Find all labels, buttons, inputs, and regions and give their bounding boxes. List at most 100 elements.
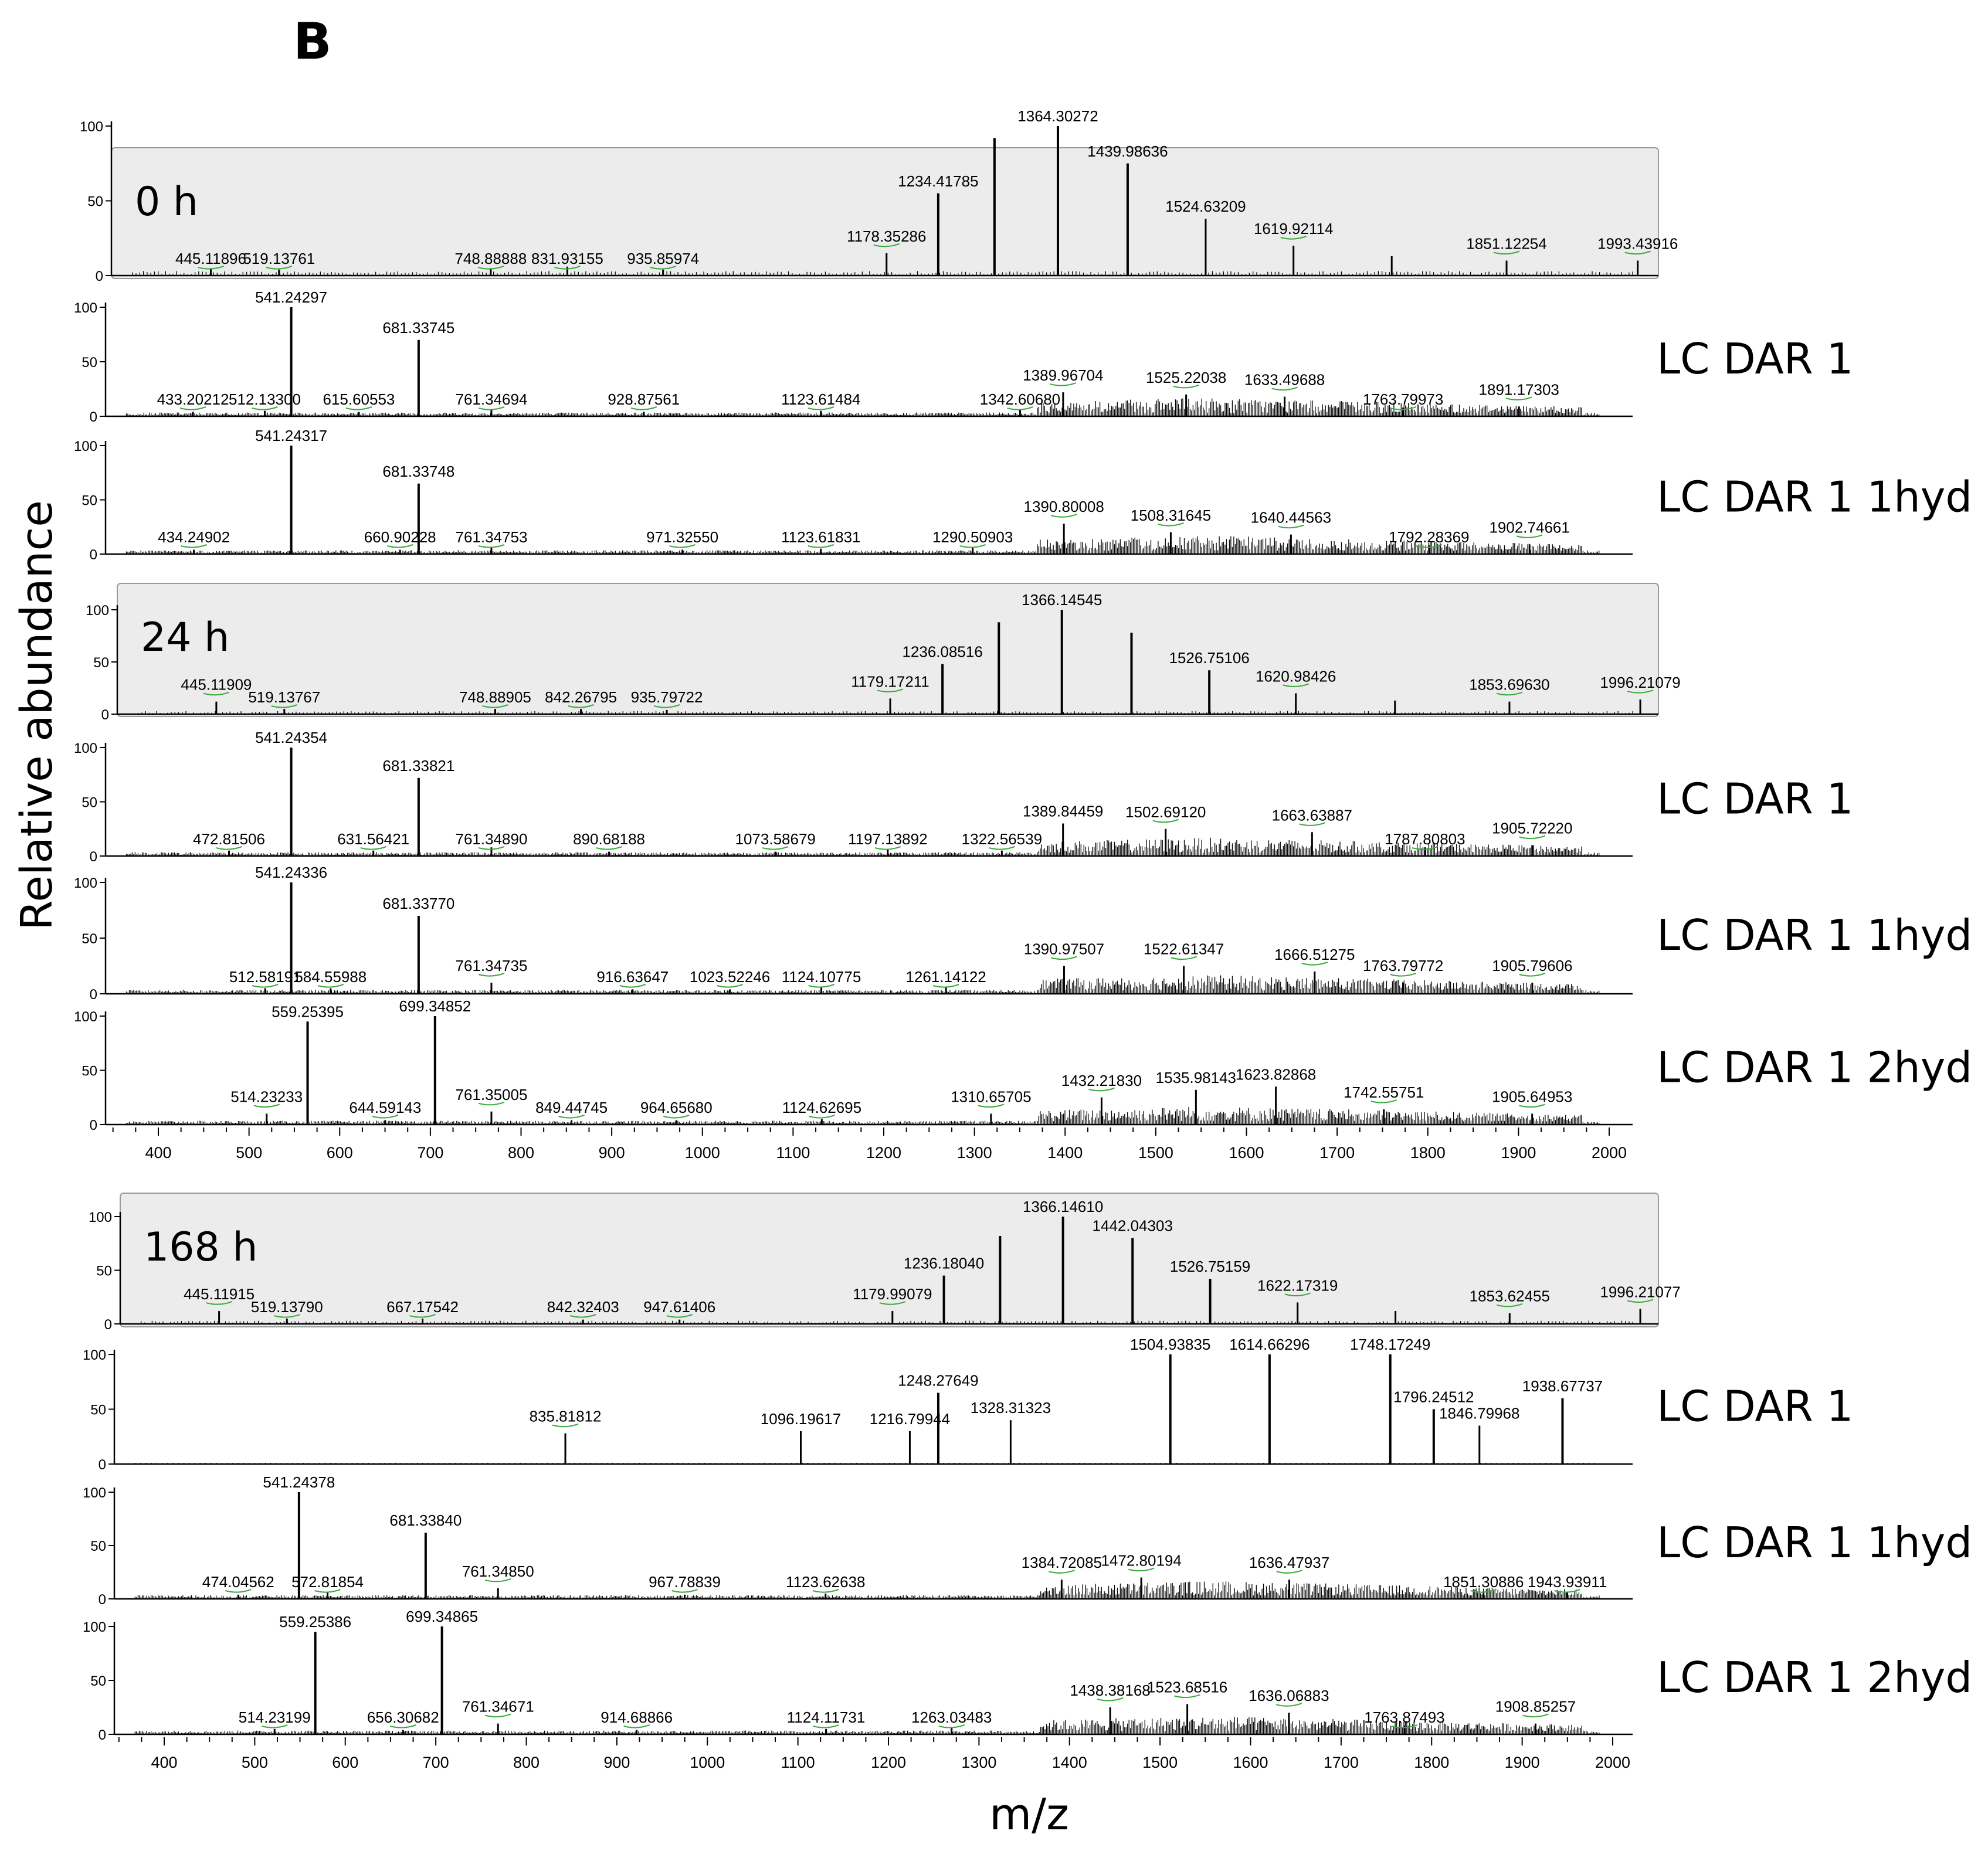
- x-tick-label: 1100: [776, 1144, 810, 1161]
- y-tick-label: 100: [83, 1347, 106, 1363]
- label-leader: [1158, 522, 1184, 527]
- y-tick-label: 50: [82, 795, 97, 811]
- noise-envelope: [125, 398, 1600, 416]
- x-tick-label: 1200: [871, 1754, 906, 1771]
- y-tick-label: 0: [90, 849, 97, 865]
- label-leader: [390, 1724, 416, 1728]
- peak-label: 967.78839: [649, 1573, 721, 1591]
- peak-label: 831.93155: [531, 250, 603, 267]
- noise-envelope: [138, 711, 1633, 714]
- spectrum-panel: 0 50 100 512.58191 541.24336 584.55988 681.337…: [74, 864, 1972, 1003]
- x-tick-label: 1400: [1052, 1754, 1087, 1771]
- label-leader: [1627, 1299, 1654, 1303]
- peak-label: 1526.75106: [1169, 649, 1249, 667]
- peak-label: 1124.10775: [782, 968, 861, 986]
- label-leader: [813, 1724, 839, 1728]
- y-axis-label: Relative abundance: [12, 500, 62, 930]
- label-leader: [1627, 690, 1654, 694]
- label-leader: [478, 846, 505, 850]
- time-label: 168 h: [144, 1224, 258, 1271]
- peak-label: 1472.80194: [1101, 1552, 1181, 1570]
- label-leader: [1128, 1567, 1155, 1572]
- x-tick-label: 1700: [1324, 1754, 1359, 1771]
- label-leader: [478, 1101, 505, 1106]
- peak-label: 1442.04303: [1093, 1217, 1173, 1235]
- label-leader: [253, 1103, 280, 1108]
- label-leader: [1370, 1099, 1397, 1103]
- x-tick-label: 1900: [1501, 1144, 1536, 1161]
- label-leader: [1173, 384, 1200, 389]
- peak-label: 914.68866: [601, 1709, 673, 1726]
- label-leader: [372, 1115, 399, 1119]
- peak-label: 541.24297: [255, 288, 327, 306]
- peak-label: 559.25386: [279, 1613, 351, 1631]
- y-tick-label: 50: [82, 355, 97, 371]
- label-leader: [1271, 386, 1298, 391]
- peak-label: 1096.19617: [761, 1410, 841, 1428]
- noise-envelope: [134, 1717, 1600, 1734]
- peak-label: 1787.80803: [1385, 830, 1465, 848]
- label-leader: [663, 1115, 690, 1119]
- peak-label: 1620.98426: [1256, 667, 1336, 685]
- y-tick-label: 0: [96, 269, 103, 284]
- peak-label: 1290.50903: [932, 528, 1013, 546]
- label-leader: [1554, 1589, 1580, 1593]
- label-leader: [959, 544, 986, 548]
- x-tick-label: 1300: [961, 1754, 996, 1771]
- peak-label: 519.13767: [248, 688, 320, 706]
- label-leader: [478, 973, 505, 977]
- peak-label: 519.13790: [251, 1298, 323, 1316]
- peak-label: 1236.18040: [904, 1255, 984, 1272]
- label-leader: [1088, 1087, 1115, 1092]
- x-tick-label: 1600: [1229, 1144, 1264, 1161]
- peak-label: 1792.28369: [1389, 528, 1469, 546]
- label-leader: [317, 984, 344, 988]
- peak-label: 1525.22038: [1146, 369, 1226, 386]
- spectrum-side-label: LC DAR 1: [1657, 334, 1853, 383]
- peak-label: 681.33821: [382, 757, 454, 775]
- label-leader: [619, 984, 646, 988]
- peak-label: 1526.75159: [1170, 1258, 1250, 1275]
- label-leader: [1496, 691, 1523, 696]
- label-leader: [360, 846, 387, 850]
- peak-label: 1438.38168: [1070, 1682, 1150, 1699]
- x-tick-label: 1400: [1047, 1144, 1083, 1161]
- peak-label: 849.44745: [535, 1099, 608, 1116]
- y-tick-label: 100: [74, 741, 97, 756]
- peak-label: 514.23199: [239, 1709, 311, 1726]
- label-leader: [596, 846, 622, 850]
- label-leader: [1390, 406, 1417, 410]
- peak-label: 541.24336: [255, 864, 327, 881]
- x-tick-label: 600: [332, 1754, 358, 1771]
- spectrum-panel: 0 50 100 472.81506 541.24354 631.56421 681.338…: [74, 729, 1853, 865]
- peak-label: 1763.79772: [1363, 957, 1443, 974]
- peak-label: 584.55988: [294, 968, 367, 986]
- peak-label: 681.33770: [382, 895, 454, 912]
- y-tick-label: 100: [74, 1009, 97, 1025]
- peak-label: 748.88888: [454, 250, 527, 267]
- peak-label: 1938.67737: [1522, 1377, 1603, 1395]
- label-leader: [623, 1724, 650, 1728]
- label-leader: [225, 1589, 252, 1593]
- peak-label: 1234.41785: [898, 172, 978, 190]
- peak-label: 559.25395: [272, 1003, 344, 1020]
- peak-label: 1432.21830: [1061, 1072, 1142, 1089]
- peak-label: 1390.80008: [1023, 498, 1104, 515]
- x-axes: 400 500 600 700 800 900 1000 1100 1200 1300 1400 15…: [112, 1127, 1630, 1771]
- peak-label: 1905.64953: [1492, 1088, 1572, 1106]
- peak-label: 1663.63887: [1272, 806, 1352, 824]
- label-leader: [1391, 1724, 1418, 1728]
- noise-envelope: [134, 1463, 1595, 1464]
- label-leader: [206, 1301, 232, 1305]
- peak-label: 761.34671: [462, 1698, 534, 1716]
- peak-label: 1851.12254: [1466, 235, 1546, 253]
- peak-label: 541.24378: [263, 1473, 335, 1491]
- x-tick-label: 800: [508, 1144, 534, 1161]
- label-leader: [179, 406, 206, 410]
- label-leader: [1416, 544, 1443, 548]
- label-leader: [808, 544, 834, 548]
- panel-background: [117, 583, 1659, 717]
- y-tick-label: 100: [89, 1210, 112, 1225]
- peak-label: 1524.63209: [1165, 198, 1246, 215]
